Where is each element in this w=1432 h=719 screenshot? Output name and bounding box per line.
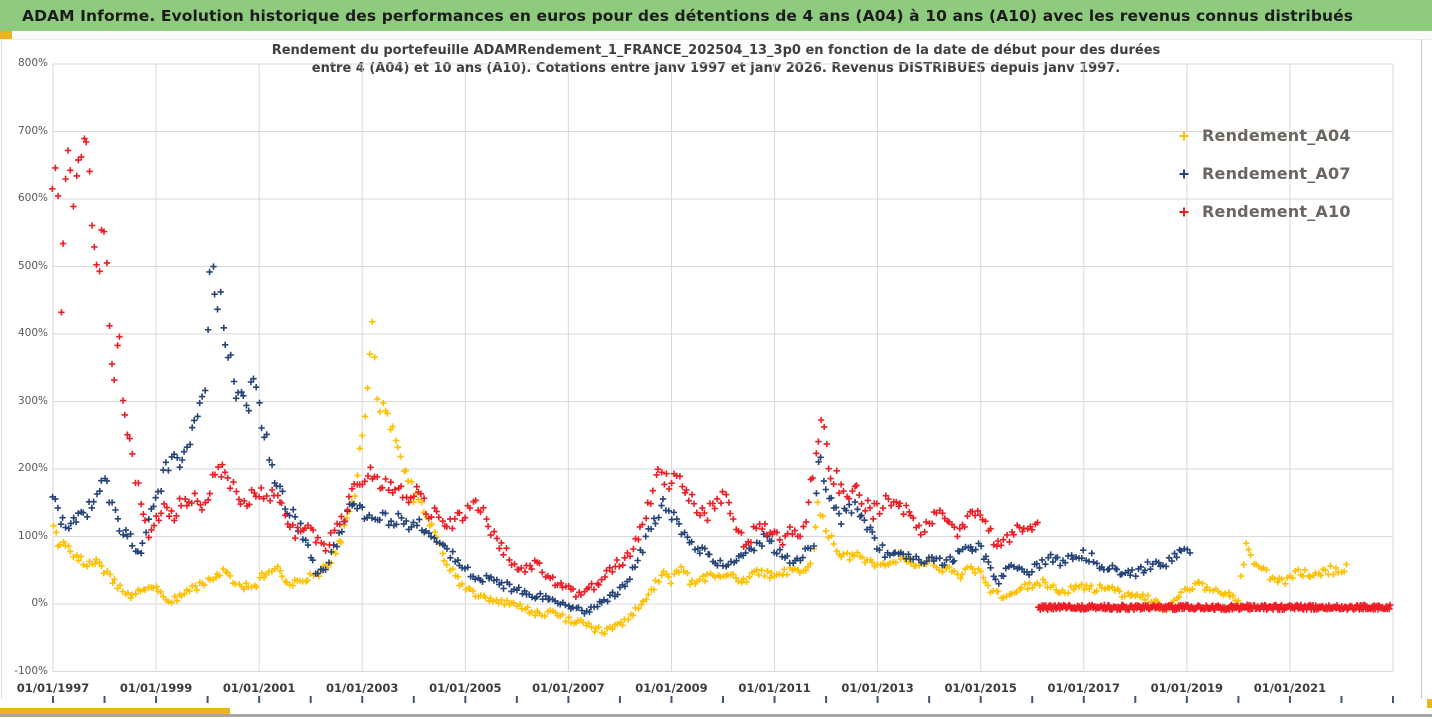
header-bar: ADAM Informe. Evolution historique des p… [0,0,1432,31]
series-rendement_a04 [50,318,1350,637]
chart-frame-left [1,39,2,699]
gold-accent-bottom-right [1427,699,1432,708]
subheader-strip [0,31,1432,39]
series-rendement_a07 [49,263,1194,617]
chart-title-line1: Rendement du portefeuille ADAMRendement_… [271,43,1161,58]
series-rendement_a10 [49,135,1394,614]
chart-title-line2: entre 4 (A04) et 10 ans (A10). Cotations… [311,61,1121,76]
bottom-frame-line [0,714,1432,717]
legend-marker-rendement_a04 [1179,131,1189,141]
chart-frame-right [1421,39,1422,699]
legend-marker-rendement_a10 [1179,207,1189,217]
chart-title: Rendement du portefeuille ADAMRendement_… [0,42,1432,78]
gold-accent-bottom-bar [0,708,230,716]
legend-marker-rendement_a07 [1179,169,1189,179]
page-title: ADAM Informe. Evolution historique des p… [22,6,1354,25]
